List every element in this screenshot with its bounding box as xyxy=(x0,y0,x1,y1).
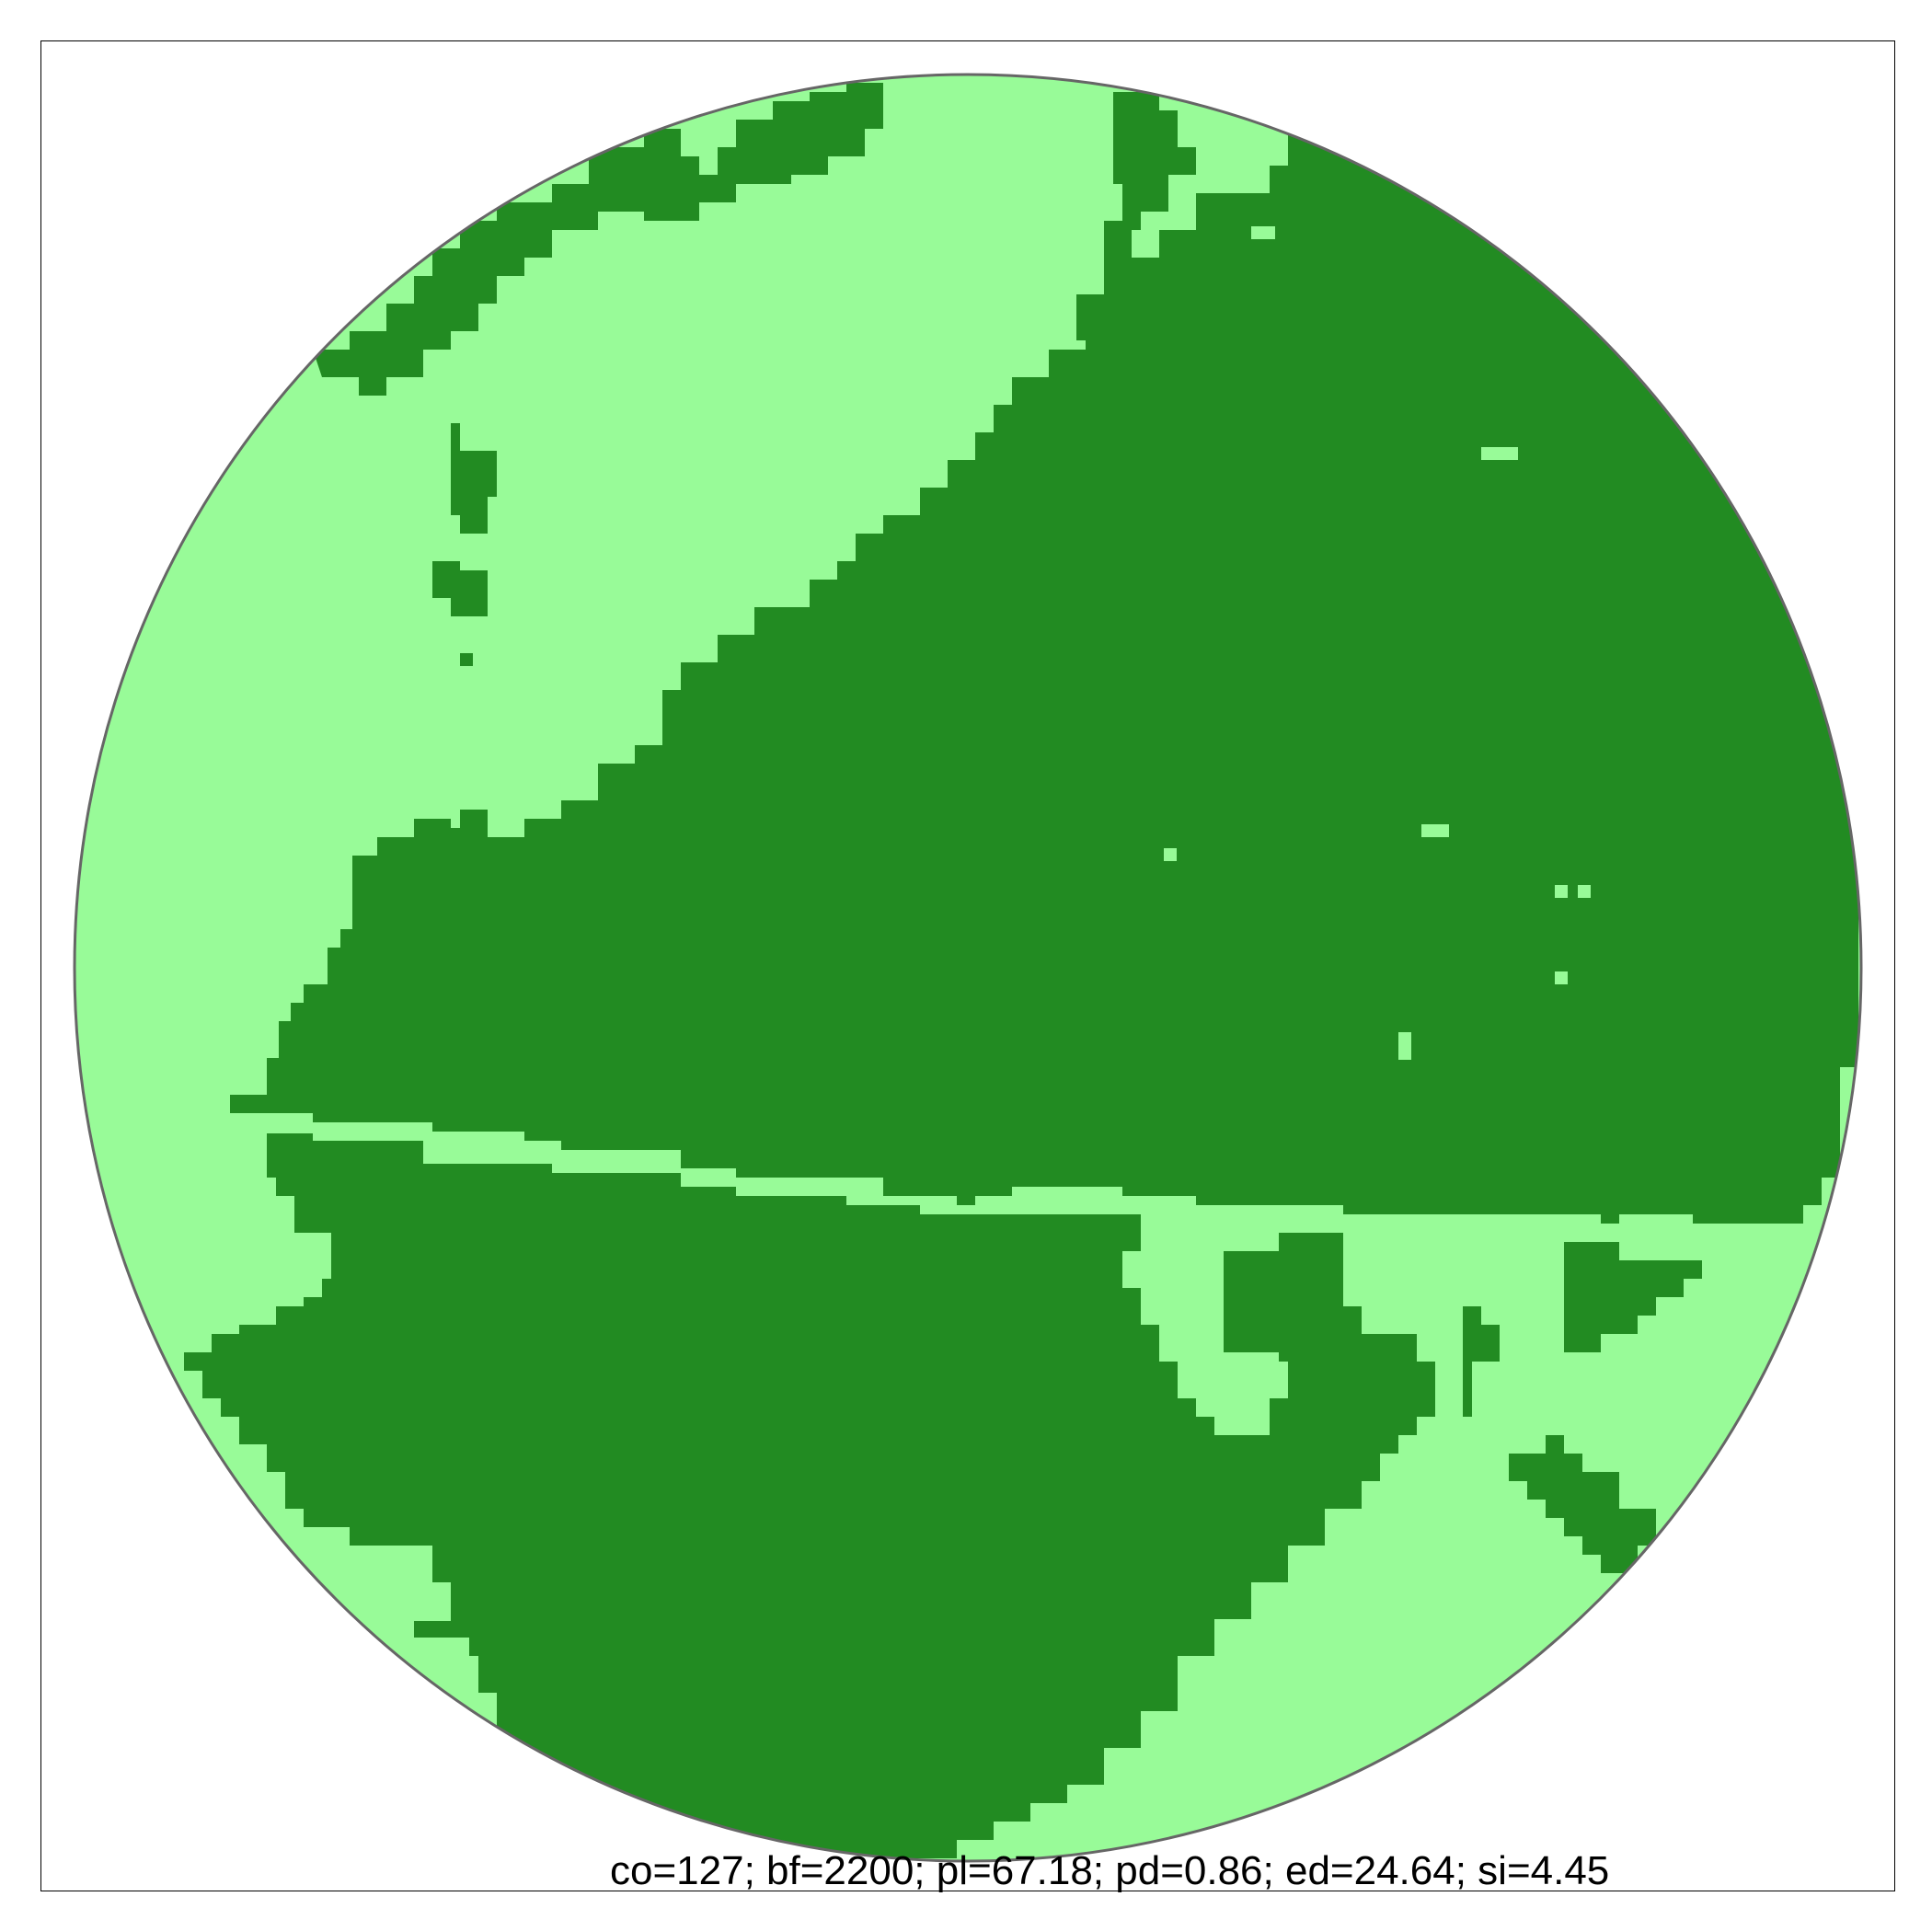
gap-patch-5 xyxy=(1578,885,1591,898)
gap-patch-8 xyxy=(1251,226,1275,239)
forest-patch-northeast xyxy=(230,138,1858,1224)
gap-patch-3 xyxy=(1164,848,1177,861)
forest-patch-north-5 xyxy=(1076,294,1104,340)
gap-patch-1 xyxy=(1481,447,1518,460)
forest-patch-small-1 xyxy=(1638,460,1650,473)
gap-patch-6 xyxy=(1555,971,1568,984)
forest-patch-north-4 xyxy=(1104,221,1132,276)
landscape-metrics-label: co=127; bf=2200; pl=67.18; pd=0.86; ed=2… xyxy=(610,1848,1610,1893)
forest-patch-east-2 xyxy=(1509,1435,1656,1573)
gap-patch-2 xyxy=(1421,824,1449,837)
forest-patch-west-3 xyxy=(460,653,473,666)
forest-patch-west-2 xyxy=(432,561,488,616)
forest-patch-south xyxy=(184,1133,1435,1861)
gap-patch-9 xyxy=(1214,166,1227,178)
map-frame xyxy=(40,40,1895,1891)
gap-patch-4 xyxy=(1555,885,1568,898)
forest-patch-small-3 xyxy=(414,1621,451,1638)
forest-patch-small-2 xyxy=(1224,1251,1297,1352)
forest-patch-north-2 xyxy=(1113,92,1196,230)
gap-patch-7 xyxy=(1398,1032,1411,1060)
study-area-boundary xyxy=(73,73,1863,1863)
forest-patch-east-3 xyxy=(1463,1306,1500,1417)
forest-patch-west-1 xyxy=(451,423,497,534)
forest-patch-north-1 xyxy=(313,83,883,396)
forest-patch-east-1 xyxy=(1564,1242,1702,1352)
